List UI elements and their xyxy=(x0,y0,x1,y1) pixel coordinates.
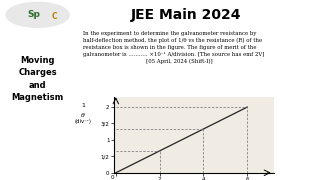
Text: JEE Main 2024: JEE Main 2024 xyxy=(130,8,241,22)
Text: Moving
Charges
and
Magnetism: Moving Charges and Magnetism xyxy=(12,56,64,102)
Text: 1: 1 xyxy=(81,103,85,108)
Circle shape xyxy=(6,2,69,27)
Text: C: C xyxy=(51,12,57,21)
Text: In the experiment to determine the galvanometer resistance by
half-deflection me: In the experiment to determine the galva… xyxy=(83,31,264,64)
Text: 0: 0 xyxy=(111,175,114,180)
Text: θ: θ xyxy=(81,113,85,118)
Text: Class
12 Th
Physics: Class 12 Th Physics xyxy=(19,137,57,171)
Text: R(Ω): R(Ω) xyxy=(258,179,272,180)
Text: Sp: Sp xyxy=(28,10,40,19)
Text: (div⁻¹): (div⁻¹) xyxy=(75,119,92,124)
